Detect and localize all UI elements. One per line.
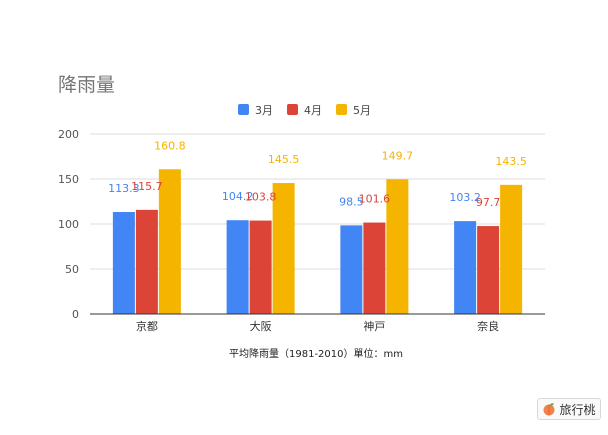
watermark: 旅行桃: [537, 398, 601, 420]
bar: [363, 222, 386, 314]
bar: [500, 184, 523, 314]
bar: [454, 221, 477, 314]
legend-swatch: [238, 104, 249, 115]
bar: [340, 225, 363, 314]
data-label: 101.6: [359, 193, 391, 206]
data-label: 160.8: [154, 139, 186, 152]
data-label: 115.7: [131, 180, 163, 193]
legend-label: 3月: [255, 104, 273, 117]
data-label: 98.5: [339, 195, 364, 208]
y-tick-label: 0: [72, 308, 79, 321]
bar: [226, 220, 249, 314]
x-category-label: 大阪: [250, 319, 272, 333]
data-label: 103.8: [245, 191, 277, 204]
bar: [158, 169, 181, 314]
x-category-label: 奈良: [477, 319, 499, 333]
data-label: 143.5: [495, 155, 527, 168]
x-category-label: 神戸: [363, 319, 385, 333]
x-axis-label: 平均降雨量（1981-2010）單位：mm: [229, 347, 403, 360]
data-label: 104.2: [222, 190, 254, 203]
y-tick-label: 150: [58, 173, 79, 186]
data-label: 145.5: [268, 153, 300, 166]
data-label: 103.2: [449, 191, 481, 204]
legend-label: 4月: [304, 104, 322, 117]
bar: [249, 220, 272, 314]
x-category-label: 京都: [136, 319, 158, 333]
bar: [272, 183, 295, 314]
bar: [386, 179, 409, 314]
peach-icon: [543, 403, 555, 416]
y-tick-label: 100: [58, 218, 79, 231]
x-axis-categories: 京都 大阪 神戸 奈良: [136, 319, 499, 333]
bar: [135, 209, 158, 314]
legend-swatch: [287, 104, 298, 115]
y-tick-label: 200: [58, 128, 79, 141]
data-label: 97.7: [476, 196, 501, 209]
data-label: 149.7: [382, 149, 414, 162]
legend: 3月 4月 5月: [238, 104, 371, 117]
y-tick-label: 50: [65, 263, 79, 276]
chart-title: 降雨量: [58, 74, 115, 96]
bar: [112, 212, 135, 314]
bars: [112, 169, 523, 314]
legend-label: 5月: [353, 104, 371, 117]
data-label: 113.3: [108, 182, 140, 195]
bar: [477, 226, 500, 314]
legend-swatch: [336, 104, 347, 115]
watermark-text: 旅行桃: [559, 402, 596, 417]
y-axis-ticks: 0 50 100 150 200: [58, 128, 79, 321]
